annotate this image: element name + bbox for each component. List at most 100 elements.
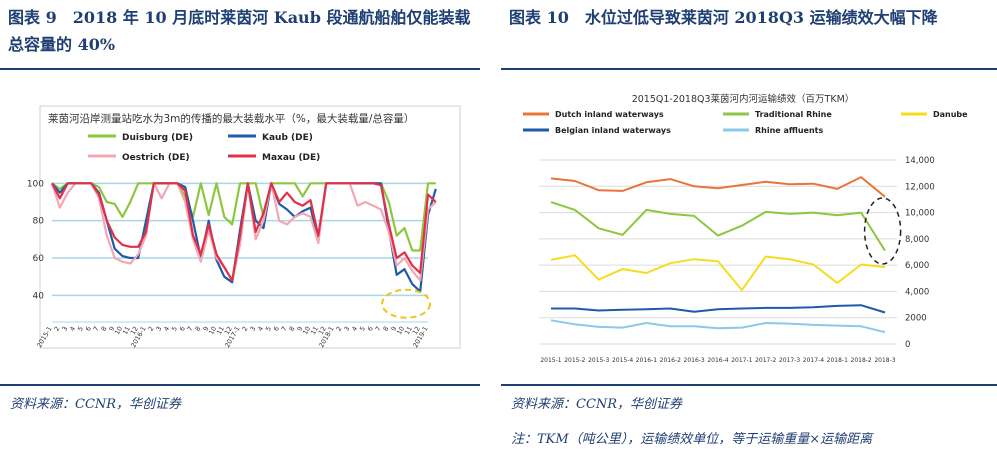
- right-series-3: [551, 304, 886, 314]
- left-series-1: [51, 182, 437, 293]
- right-x-tick-10: 2017-3: [779, 357, 800, 364]
- left-x-tick-13: 2: [147, 325, 156, 333]
- left-x-tick-34: 11: [309, 325, 320, 336]
- right-y-tick-10000: 10,000: [905, 209, 935, 219]
- right-x-tick-0: 2015-1: [540, 357, 561, 364]
- left-x-tick-17: 6: [178, 325, 187, 333]
- right-y-tick-4000: 4,000: [905, 287, 929, 297]
- left-bottom-rule: [0, 384, 480, 386]
- left-x-tick-39: 4: [350, 325, 359, 333]
- right-bottom-rule: [501, 384, 997, 386]
- right-y-tick-8000: 8,000: [905, 235, 929, 245]
- right-legend-label-3: Belgian inland waterways: [555, 126, 671, 135]
- left-x-tick-2: 3: [60, 325, 69, 333]
- left-x-tick-31: 8: [288, 325, 297, 333]
- left-x-tick-47: 12: [411, 325, 422, 336]
- right-x-tick-5: 2016-2: [660, 357, 681, 364]
- left-x-tick-38: 3: [342, 325, 351, 333]
- left-x-tick-32: 9: [295, 325, 304, 333]
- right-x-tick-8: 2017-1: [731, 357, 752, 364]
- right-chart: 2015Q1-2018Q3莱茵河内河运输绩效（百万TKM） 0 2000 4,000…: [523, 93, 968, 364]
- left-x-tick-40: 5: [358, 325, 367, 333]
- left-legend-label-2: Oestrich (DE): [122, 153, 190, 163]
- left-x-tick-10: 11: [121, 325, 132, 336]
- right-note: 注：TKM（吨公里），运输绩效单位，等于运输重量×运输距离: [511, 432, 873, 447]
- right-series-1: [550, 201, 886, 252]
- left-x-tick-25: 2: [241, 325, 250, 333]
- left-series-3: [51, 182, 437, 282]
- right-legend-label-0: Dutch inland waterways: [555, 110, 664, 119]
- left-y-tick-60: 60: [33, 254, 45, 264]
- right-source: 资料来源：CCNR，华创证券: [511, 397, 683, 412]
- left-y-tick-80: 80: [33, 217, 45, 227]
- right-x-tick-14: 2018-3: [874, 357, 895, 364]
- left-x-tick-5: 6: [84, 325, 93, 333]
- left-x-tick-8: 9: [107, 325, 116, 333]
- left-x-tick-15: 4: [162, 325, 171, 333]
- right-x-tick-1: 2015-2: [564, 357, 585, 364]
- right-x-tick-9: 2017-2: [755, 357, 776, 364]
- right-x-tick-12: 2018-1: [827, 357, 848, 364]
- right-x-tick-11: 2017-4: [803, 357, 824, 364]
- left-x-tick-4: 5: [76, 325, 85, 333]
- left-annotation-ellipse: [381, 288, 432, 319]
- right-series-0: [550, 176, 886, 198]
- left-x-tick-14: 3: [154, 325, 163, 333]
- left-x-tick-0: 2015-1: [35, 325, 53, 349]
- right-y-tick-14000: 14,000: [905, 156, 935, 166]
- left-x-tick-3: 4: [68, 325, 77, 333]
- right-y-tick-0: 0: [905, 340, 910, 350]
- left-x-tick-22: 11: [215, 325, 226, 336]
- left-top-rule: [0, 68, 480, 70]
- left-x-tick-42: 7: [374, 325, 383, 333]
- left-x-tick-35: 12: [317, 325, 328, 336]
- right-x-tick-2: 2015-3: [588, 357, 609, 364]
- left-x-tick-46: 11: [403, 325, 414, 336]
- left-x-tick-20: 9: [201, 325, 210, 333]
- left-x-tick-6: 7: [92, 325, 101, 333]
- left-x-tick-26: 3: [248, 325, 257, 333]
- right-x-tick-3: 2015-4: [612, 357, 633, 364]
- left-x-tick-29: 6: [272, 325, 281, 333]
- left-x-tick-16: 5: [170, 325, 179, 333]
- right-y-tick-6000: 6,000: [905, 261, 929, 271]
- left-legend-label-0: Duisburg (DE): [122, 133, 193, 143]
- left-x-tick-41: 6: [366, 325, 375, 333]
- left-x-tick-43: 8: [382, 325, 391, 333]
- right-annotation-ellipse: [863, 197, 902, 265]
- left-x-tick-9: 10: [113, 325, 124, 336]
- right-top-rule: [501, 68, 997, 70]
- left-x-tick-37: 2: [335, 325, 344, 333]
- left-legend-label-1: Kaub (DE): [262, 133, 313, 143]
- right-series-4: [550, 319, 886, 334]
- right-y-tick-12000: 12,000: [905, 182, 935, 192]
- left-x-tick-23: 12: [223, 325, 234, 336]
- left-x-tick-33: 10: [301, 325, 312, 336]
- right-x-tick-7: 2016-4: [707, 357, 728, 364]
- left-x-tick-44: 9: [389, 325, 398, 333]
- right-legend-label-4: Rhine affluents: [755, 126, 823, 135]
- left-figure-title: 图表 9 2018 年 10 月底时莱茵河 Kaub 段通航船舶仅能装载总容量的…: [8, 8, 471, 54]
- right-y-tick-2000: 2000: [905, 314, 927, 324]
- left-x-tick-45: 10: [395, 325, 406, 336]
- left-x-tick-11: 12: [129, 325, 140, 336]
- right-legend-label-1: Traditional Rhine: [755, 110, 832, 119]
- left-source: 资料来源：CCNR，华创证券: [10, 397, 182, 412]
- left-legend-label-3: Maxau (DE): [262, 153, 320, 163]
- right-x-tick-6: 2016-3: [684, 357, 705, 364]
- left-x-tick-7: 8: [100, 325, 109, 333]
- left-chart-frame: [39, 105, 461, 349]
- right-figure-title: 图表 10 水位过低导致莱茵河 2018Q3 运输绩效大幅下降: [509, 8, 938, 27]
- left-y-tick-100: 100: [27, 179, 44, 189]
- left-chart: 莱茵河沿岸测量站吃水为3m的传播的最大装载水平（%，最大装载量/总容量） 40 6…: [27, 105, 461, 349]
- right-series-2: [550, 254, 886, 292]
- left-x-tick-1: 2: [53, 325, 62, 333]
- left-y-tick-40: 40: [33, 291, 45, 301]
- left-chart-title: 莱茵河沿岸测量站吃水为3m的传播的最大装载水平（%，最大装载量/总容量）: [48, 112, 414, 125]
- left-x-tick-28: 5: [264, 325, 273, 333]
- left-x-tick-21: 10: [207, 325, 218, 336]
- left-x-tick-27: 4: [256, 325, 265, 333]
- right-x-tick-4: 2016-1: [636, 357, 657, 364]
- right-chart-title: 2015Q1-2018Q3莱茵河内河运输绩效（百万TKM）: [632, 93, 855, 105]
- left-x-tick-18: 7: [186, 325, 195, 333]
